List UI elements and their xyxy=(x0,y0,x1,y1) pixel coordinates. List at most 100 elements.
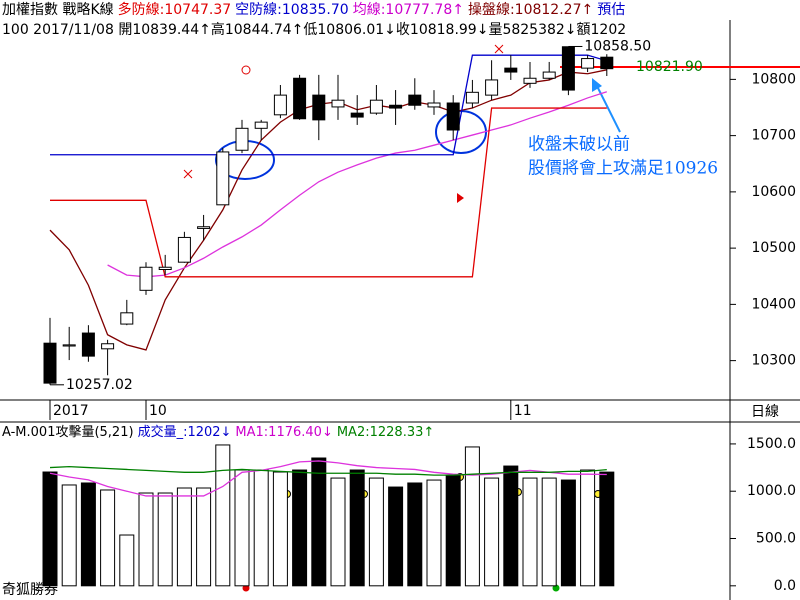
extreme-label: 10257.02 xyxy=(66,377,133,393)
volume-bar xyxy=(234,469,250,587)
indicator-line xyxy=(50,54,607,156)
y-tick-label: 10500 xyxy=(751,240,796,256)
candle-body xyxy=(542,71,556,79)
volume-bar xyxy=(100,489,116,587)
marker xyxy=(241,65,251,75)
volume-bar xyxy=(138,492,154,587)
volume-bar xyxy=(426,479,442,587)
volume-bar xyxy=(541,477,557,587)
indicator-line xyxy=(50,107,607,278)
header-text: A-M.001攻擊量(5,21) xyxy=(2,425,134,440)
header-text: 操盤線:10812.27↑ xyxy=(467,2,594,18)
volume-bar xyxy=(560,479,576,587)
y-tick-label: 10600 xyxy=(751,184,796,200)
reference-label: 10821.90 xyxy=(636,59,703,75)
indicator-line xyxy=(49,465,607,476)
volume-bar xyxy=(368,477,384,587)
candle-body xyxy=(504,67,518,73)
volume-bar xyxy=(176,487,192,587)
y-tick-label: 10300 xyxy=(751,353,796,369)
volume-bar xyxy=(599,471,615,587)
volume-bar xyxy=(311,457,327,587)
volume-bar xyxy=(464,446,480,587)
extreme-label: 10858.50 xyxy=(584,38,651,54)
y-tick-label: 10400 xyxy=(751,296,796,312)
candle-body xyxy=(273,94,287,116)
period-label: 日線 xyxy=(751,404,779,420)
candle-body xyxy=(177,236,191,263)
x-tick-label: 10 xyxy=(149,403,167,419)
candle-body xyxy=(600,56,614,70)
y-tick-label: 500.0 xyxy=(756,531,796,547)
header-text: MA2:1228.33↑ xyxy=(336,425,435,440)
indicator-line xyxy=(49,69,607,351)
volume-bar xyxy=(196,487,212,587)
volume-bar xyxy=(522,477,538,587)
candle-body xyxy=(408,94,422,106)
candle-body xyxy=(523,77,537,84)
annotation: 股價將會上攻滿足10926 xyxy=(528,159,718,179)
volume-bar xyxy=(272,471,288,587)
volume-bar xyxy=(580,469,596,587)
volume-bar xyxy=(42,471,58,587)
volume-bar xyxy=(157,492,173,587)
candle-body xyxy=(235,127,249,151)
candle-body xyxy=(369,99,383,114)
volume-bar xyxy=(407,482,423,587)
volume-bar xyxy=(484,477,500,587)
indicator-line xyxy=(107,91,607,278)
candle-body xyxy=(293,77,307,120)
header-text: 加權指數 戰略K線 xyxy=(2,2,114,18)
candle-body xyxy=(446,102,460,131)
candle-body xyxy=(254,121,268,129)
header-line: 加權指數 戰略K線 多防線:10747.37 空防線:10835.70 均線:1077… xyxy=(2,1,629,19)
volume-header: A-M.001攻擊量(5,21) 成交量_:1202↓ MA1:1176.40↓ MA… xyxy=(2,424,438,442)
candle-body xyxy=(139,266,153,291)
candle-body xyxy=(581,58,595,69)
candle-body xyxy=(216,151,230,206)
x-tick-label: 11 xyxy=(514,403,532,419)
candle-body xyxy=(81,332,95,357)
volume-bar xyxy=(215,444,231,587)
candle-body xyxy=(120,312,134,325)
header-text: 空防線:10835.70 xyxy=(235,2,349,18)
header-text: MA1:1176.40↓ xyxy=(235,425,333,440)
quote-line: 100 2017/11/08 開10839.44↑高10844.74↑低1080… xyxy=(2,22,627,38)
header-text: 預估 xyxy=(597,2,626,18)
candle-body xyxy=(101,343,115,350)
candle-body xyxy=(43,342,57,384)
header-line: 100 2017/11/08 開10839.44↑高10844.74↑低1080… xyxy=(2,21,630,39)
header-text: 多防線:10747.37 xyxy=(117,2,232,18)
volume-bar xyxy=(330,477,346,587)
annotation: 收盤未破以前 xyxy=(528,135,630,155)
volume-bar xyxy=(61,484,77,587)
candle-body xyxy=(312,94,326,121)
candle-body xyxy=(331,99,345,108)
candle-body xyxy=(389,104,403,109)
y-tick-label: 10800 xyxy=(751,71,796,87)
header-text: 成交量_:1202↓ xyxy=(137,425,232,440)
volume-bar xyxy=(119,534,135,587)
y-tick-label: 1500.0 xyxy=(747,436,796,452)
candle-body xyxy=(427,102,441,108)
candle-body xyxy=(561,46,575,91)
candle-body xyxy=(197,226,211,229)
candle-body xyxy=(62,344,76,347)
volume-bar xyxy=(503,465,519,587)
arrow-head xyxy=(592,78,602,92)
volume-bar xyxy=(80,482,96,587)
candle-body xyxy=(465,91,479,104)
volume-bar xyxy=(292,469,308,587)
marker xyxy=(183,44,504,179)
arrow xyxy=(595,83,621,133)
volume-bar xyxy=(445,474,461,587)
x-tick-label: 2017 xyxy=(53,403,89,419)
volume-bar xyxy=(349,469,365,587)
candle-body xyxy=(350,112,364,118)
volume-bar xyxy=(388,486,404,587)
y-tick-label: 0.0 xyxy=(774,578,796,594)
candle-body xyxy=(485,79,499,96)
candle-body xyxy=(158,266,172,270)
